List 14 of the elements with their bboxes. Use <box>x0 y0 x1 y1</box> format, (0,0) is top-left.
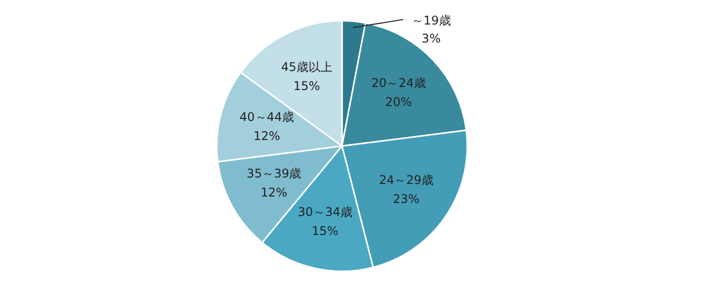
slice-label: ～19歳 <box>412 14 451 28</box>
slice-label: 45歳以上 <box>281 60 332 74</box>
data-label: 3% <box>422 32 441 46</box>
data-label: 12% <box>260 186 288 200</box>
slice-label: 40～44歳 <box>240 110 294 124</box>
data-label: 20% <box>385 94 412 109</box>
data-label: 15% <box>293 78 320 93</box>
data-label: 12% <box>253 128 280 143</box>
data-label: 23% <box>392 192 420 206</box>
slice-label: 35～39歳 <box>246 166 302 181</box>
slice-label: 30～34歳 <box>298 204 352 219</box>
data-label: 15% <box>312 224 338 238</box>
slice-label: 24～29歳 <box>378 172 434 187</box>
slice-label: 20～24歳 <box>371 76 426 90</box>
